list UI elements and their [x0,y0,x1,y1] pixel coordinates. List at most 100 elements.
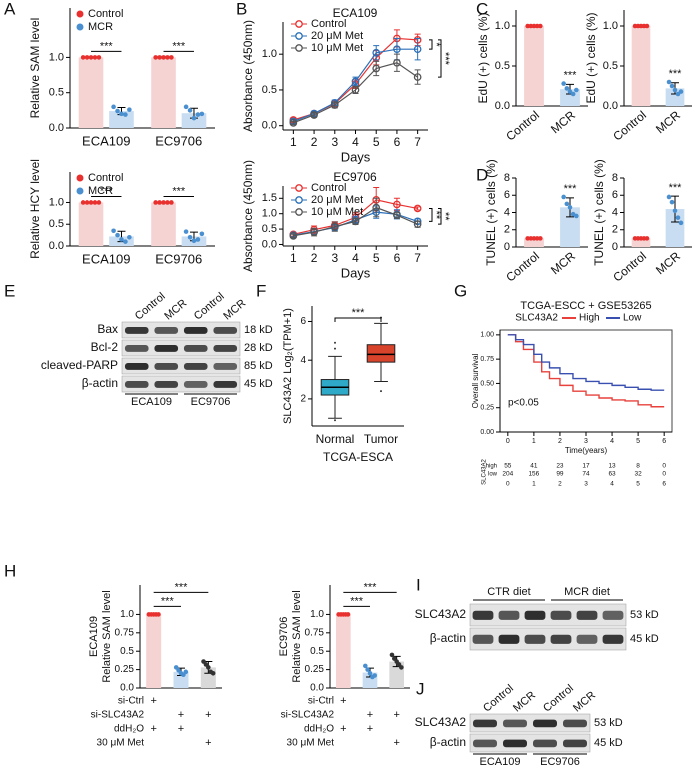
data-point [525,236,530,241]
x-tick-label: 1 [290,135,297,149]
data-point [574,213,579,219]
x-tick-label: MCR [653,249,683,278]
significance-label: *** [100,40,114,52]
x-tick-label: Control [503,108,542,144]
blot-band [473,739,497,748]
significance-bracket [438,207,442,225]
blot-band [124,381,149,388]
blot-strip [121,357,241,375]
significance-label: *** [669,68,683,80]
x-tick-label: MCR [548,249,578,278]
risk-count: 63 [608,471,616,478]
blot-band [213,381,238,388]
risk-count: 8 [636,463,640,470]
risk-count: 41 [530,463,538,470]
bar [146,614,162,688]
data-point [413,73,422,81]
y-tick-label: 1.0 [310,609,324,620]
annotation: p<0.05 [508,397,539,408]
data-point [330,222,339,231]
significance-label: *** [100,185,114,197]
blot-strip [469,603,627,627]
data-point [525,23,530,29]
treatment-mark: + [150,723,156,735]
y-tick-label: 0.25 [115,664,135,675]
data-point [666,79,672,85]
y-tick-label: 0.5 [49,218,64,230]
risk-count: 156 [528,471,539,478]
blot-row-label: SLC43A2 [415,715,467,729]
blot-band [183,381,208,388]
risk-count: 0 [662,463,666,470]
blot-band [213,345,238,352]
x-tick-label: Tumor [364,432,398,446]
data-point [127,234,132,240]
data-point [210,670,216,676]
data-point [574,87,579,93]
blot-band [473,719,497,728]
treatment-label: 30 μM Met [287,738,335,749]
x-tick-label: 1 [290,251,297,265]
panel-letter: G [454,281,467,300]
blot-row-label: β-actin [430,735,466,749]
blot-band [472,610,494,620]
legend-marker [295,196,303,204]
blot-band [563,719,587,728]
x-tick-label: 3 [331,251,338,265]
significance-label: ** [430,211,442,220]
box-outlier [334,347,336,350]
data-point [156,612,161,617]
blot-band [124,345,149,352]
significance-label: * [430,42,442,47]
data-point [528,236,534,241]
risk-x-label: 4 [610,481,614,488]
series-line [507,334,665,391]
significance-label: *** [439,52,451,66]
blot-row-label: SLC43A2 [415,607,467,621]
error-bar [393,53,400,72]
data-point [88,200,94,205]
legend-label: Low [623,313,642,324]
chart-title: TCGA-ESCC + GSE53265 [520,300,651,312]
data-point [666,194,672,200]
chart-title: ECA109 [333,6,378,20]
x-axis-label: Days [341,265,371,280]
data-point [161,200,166,205]
y-tick-label: 1.5 [262,192,277,204]
treatment-label: 30 μM Met [97,738,145,749]
data-point [534,23,540,29]
blot-band [213,327,238,334]
data-point [570,91,576,97]
data-point [669,83,675,89]
x-tick-label: MCR [653,108,683,137]
risk-count: 23 [556,463,564,470]
legend-label: Control [88,8,123,20]
data-point [393,200,401,209]
blot-band [524,634,546,644]
data-point [119,237,124,242]
y-tick-label: 0.75 [115,627,135,638]
data-point [393,58,401,67]
risk-x-label: 2 [558,481,562,488]
data-point [187,108,193,113]
y-tick-label: 0.0 [49,122,64,134]
legend-marker [295,20,303,28]
blot-band [533,739,557,748]
data-point [80,200,86,205]
series-line [507,334,665,408]
data-point [157,200,162,205]
chart-title: EC9706 [333,170,377,184]
data-point [153,200,158,205]
y-tick-label: 6 [612,189,618,201]
panel-letter: H [4,561,16,580]
group-label: EC9706 [540,756,580,768]
y-tick-label: 0.75 [480,356,494,363]
treatment-mark: + [178,723,184,735]
y-tick-label: 0.25 [480,405,494,412]
data-point [363,663,368,669]
y-axis-label: Overall survival [471,353,480,408]
x-axis-label: TCGA-ESCA [323,450,393,464]
data-point [88,55,94,60]
error-bar [290,120,297,125]
